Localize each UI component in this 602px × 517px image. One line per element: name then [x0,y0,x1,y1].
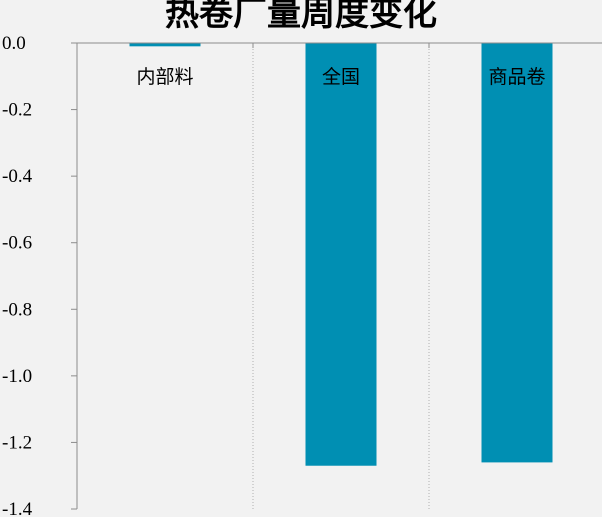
chart-title: 热卷厂量周度变化 [165,0,437,34]
y-tick-label: -0.6 [2,233,32,254]
y-tick-label: -0.8 [2,299,32,320]
x-category-label: 内部料 [136,66,193,88]
y-tick-label: -1.2 [2,432,32,453]
x-category-label: 全国 [322,66,360,88]
y-tick-label: 0.0 [2,33,26,54]
bar-1 [129,43,201,47]
x-category-label: 商品卷 [488,66,545,88]
bar-3 [481,43,553,463]
y-tick-label: -0.2 [2,100,32,121]
y-tick-label: -0.4 [2,166,33,187]
y-tick-label: -1.4 [2,499,33,517]
y-tick-label: -1.0 [2,366,32,387]
bar-2 [305,43,377,466]
